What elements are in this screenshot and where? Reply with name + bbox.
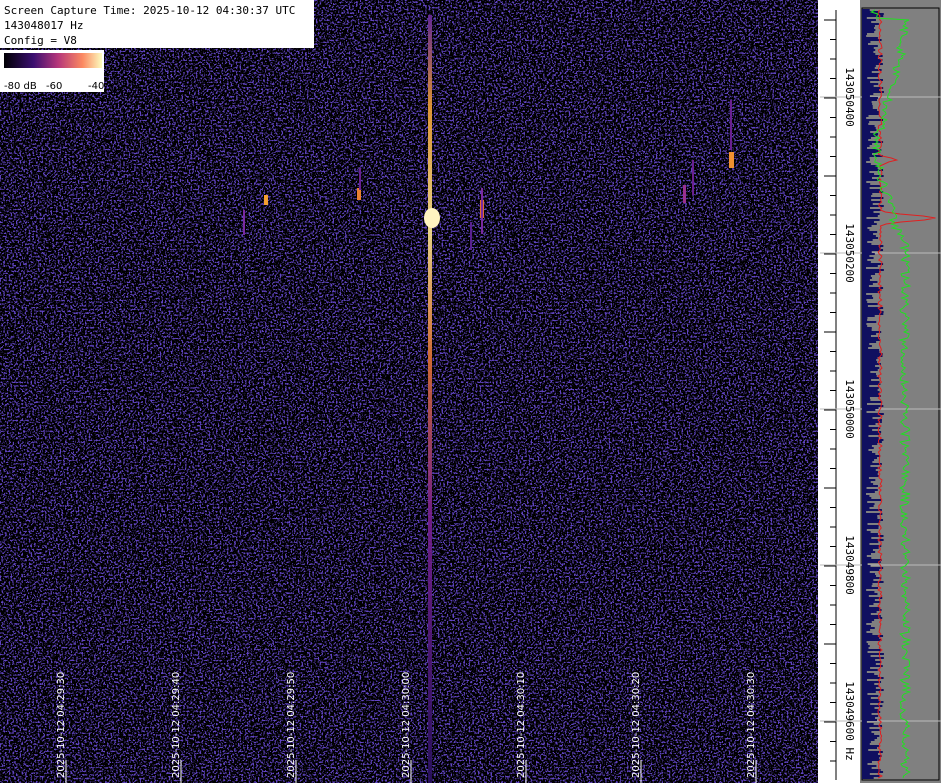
time-label: 2025-10-12 04:30:10 <box>516 672 527 778</box>
time-label: 2025-10-12 04:30:30 <box>746 672 757 778</box>
frequency-label: 143050000 <box>843 379 856 439</box>
capture-time: Screen Capture Time: 2025-10-12 04:30:37… <box>4 4 295 17</box>
meteor-head <box>424 208 440 228</box>
time-label: 2025-10-12 04:30:20 <box>631 672 642 778</box>
time-label: 2025-10-12 04:29:40 <box>171 672 182 778</box>
colorbar-label: -60 <box>46 81 62 92</box>
colorbar <box>4 53 102 68</box>
frequency-label: 143050200 <box>843 223 856 283</box>
frequency-label: 143049600 Hz <box>843 681 856 760</box>
config: Config = V8 <box>4 34 77 47</box>
time-label: 2025-10-12 04:29:50 <box>286 672 297 778</box>
carrier-line <box>428 15 432 783</box>
frequency: 143048017 Hz <box>4 19 83 32</box>
time-label: 2025-10-12 04:30:00 <box>401 672 412 778</box>
noise <box>0 0 818 783</box>
frequency-label: 143050400 <box>843 67 856 127</box>
colorbar-label: -40 <box>88 81 104 92</box>
frequency-label: 143049800 <box>843 535 856 595</box>
colorbar-label: -80 dB <box>4 81 37 92</box>
time-label: 2025-10-12 04:29:30 <box>56 672 67 778</box>
